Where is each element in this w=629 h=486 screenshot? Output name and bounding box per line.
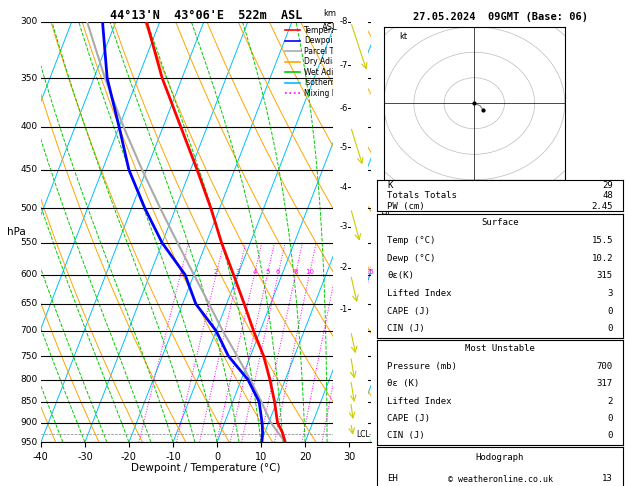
Text: 0: 0 xyxy=(608,432,613,440)
Text: 850: 850 xyxy=(20,397,38,406)
Text: 3: 3 xyxy=(236,269,240,275)
Text: 10: 10 xyxy=(305,269,314,275)
Text: θε (K): θε (K) xyxy=(387,379,420,388)
Text: LCL: LCL xyxy=(356,430,370,439)
Text: Totals Totals: Totals Totals xyxy=(387,191,457,200)
Text: 10.2: 10.2 xyxy=(591,254,613,262)
Title: 44°13'N  43°06'E  522m  ASL: 44°13'N 43°06'E 522m ASL xyxy=(110,9,302,22)
Text: 950: 950 xyxy=(20,438,38,447)
Text: 4: 4 xyxy=(252,269,257,275)
Text: CAPE (J): CAPE (J) xyxy=(387,414,430,423)
Legend: Temperature, Dewpoint, Parcel Trajectory, Dry Adiabat, Wet Adiabat, Isotherm, Mi: Temperature, Dewpoint, Parcel Trajectory… xyxy=(285,26,367,98)
Text: Surface: Surface xyxy=(481,218,519,227)
Text: 750: 750 xyxy=(20,351,38,361)
Text: 8: 8 xyxy=(293,269,298,275)
Text: 2: 2 xyxy=(214,269,218,275)
Text: -8: -8 xyxy=(339,17,348,26)
Text: 700: 700 xyxy=(20,327,38,335)
Text: Temp (°C): Temp (°C) xyxy=(387,236,436,245)
Text: 0: 0 xyxy=(608,414,613,423)
Text: 20: 20 xyxy=(350,269,359,275)
Text: 3: 3 xyxy=(608,289,613,298)
Text: 27.05.2024  09GMT (Base: 06): 27.05.2024 09GMT (Base: 06) xyxy=(413,12,587,22)
Text: K: K xyxy=(387,181,392,190)
Text: Lifted Index: Lifted Index xyxy=(387,289,452,298)
Text: 0: 0 xyxy=(608,325,613,333)
Text: 500: 500 xyxy=(20,204,38,213)
Text: -4: -4 xyxy=(339,183,348,191)
Text: 29: 29 xyxy=(602,181,613,190)
Text: CIN (J): CIN (J) xyxy=(387,325,425,333)
Text: 317: 317 xyxy=(597,379,613,388)
Text: CAPE (J): CAPE (J) xyxy=(387,307,430,316)
Text: 6: 6 xyxy=(276,269,281,275)
Text: 550: 550 xyxy=(20,239,38,247)
Text: -1: -1 xyxy=(339,305,348,314)
Text: PW (cm): PW (cm) xyxy=(387,202,425,210)
Text: Most Unstable: Most Unstable xyxy=(465,345,535,353)
Text: 450: 450 xyxy=(21,165,38,174)
Text: θε(K): θε(K) xyxy=(387,271,414,280)
Text: km: km xyxy=(323,9,337,17)
Text: hPa: hPa xyxy=(7,227,26,237)
Text: -6: -6 xyxy=(339,104,348,113)
Text: Dewp (°C): Dewp (°C) xyxy=(387,254,436,262)
Text: 2.45: 2.45 xyxy=(591,202,613,210)
Text: CIN (J): CIN (J) xyxy=(387,432,425,440)
Text: -2: -2 xyxy=(339,263,348,273)
Text: -7: -7 xyxy=(339,61,348,70)
Text: 15: 15 xyxy=(331,269,340,275)
Text: -5: -5 xyxy=(339,143,348,152)
Text: 600: 600 xyxy=(20,270,38,279)
Text: 900: 900 xyxy=(20,418,38,427)
Text: 800: 800 xyxy=(20,375,38,384)
Text: 315: 315 xyxy=(597,271,613,280)
Text: 15.5: 15.5 xyxy=(591,236,613,245)
Text: 48: 48 xyxy=(602,191,613,200)
Text: kt: kt xyxy=(399,33,407,41)
Text: Lifted Index: Lifted Index xyxy=(387,397,452,406)
Text: ASL: ASL xyxy=(322,23,338,33)
X-axis label: Dewpoint / Temperature (°C): Dewpoint / Temperature (°C) xyxy=(131,463,281,473)
Text: Hodograph: Hodograph xyxy=(476,453,524,462)
Text: 1: 1 xyxy=(178,269,182,275)
Text: 300: 300 xyxy=(20,17,38,26)
Text: 700: 700 xyxy=(597,362,613,371)
Text: 13: 13 xyxy=(602,474,613,483)
Text: EH: EH xyxy=(387,474,398,483)
Text: 25: 25 xyxy=(365,269,374,275)
Text: Pressure (mb): Pressure (mb) xyxy=(387,362,457,371)
Text: 5: 5 xyxy=(265,269,269,275)
Text: 650: 650 xyxy=(20,299,38,308)
Text: Mixing Ratio (g/kg): Mixing Ratio (g/kg) xyxy=(381,192,390,272)
Text: 2: 2 xyxy=(608,397,613,406)
Text: 0: 0 xyxy=(608,307,613,316)
Text: -3: -3 xyxy=(339,222,348,231)
Text: 400: 400 xyxy=(21,122,38,131)
Text: © weatheronline.co.uk: © weatheronline.co.uk xyxy=(448,474,552,484)
Text: 350: 350 xyxy=(20,73,38,83)
